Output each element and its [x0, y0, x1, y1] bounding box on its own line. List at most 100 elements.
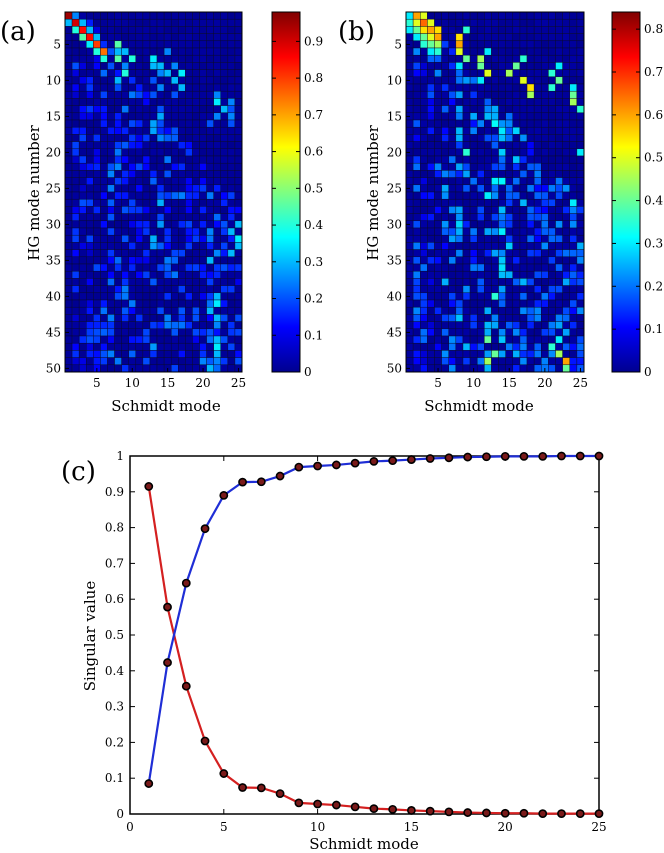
heatmap-cell [484, 170, 492, 178]
heatmap-cell [405, 342, 414, 351]
heatmap-cell [206, 90, 214, 99]
heatmap-cell [541, 40, 549, 49]
heatmap-cell [448, 292, 457, 301]
heatmap-cell [178, 198, 186, 207]
heatmap-cell [541, 299, 549, 308]
heatmap-cell [192, 328, 200, 337]
heatmap-cell [178, 62, 186, 70]
heatmap-cell [484, 206, 492, 214]
heatmap-cell [114, 184, 122, 193]
heatmap-cell [562, 47, 570, 56]
y-tick-label: 5 [53, 37, 61, 51]
heatmap-cell [448, 184, 457, 193]
heatmap-cell [412, 170, 421, 178]
heatmap-cell [192, 357, 200, 366]
heatmap-cell [107, 69, 115, 78]
heatmap-cell [462, 76, 471, 85]
heatmap-cell [476, 69, 485, 78]
heatmap-cell [78, 263, 87, 272]
heatmap-cell [128, 206, 137, 214]
heatmap-cell [448, 249, 457, 258]
heatmap-cell [541, 119, 549, 128]
heatmap-cell [107, 335, 115, 344]
heatmap-cell [71, 357, 80, 366]
heatmap-cell [541, 90, 549, 99]
heatmap-cell [156, 54, 165, 63]
heatmap-cell [227, 47, 236, 56]
heatmap-cell [213, 256, 221, 265]
heatmap-cell [170, 155, 179, 164]
heatmap-cell [498, 206, 506, 214]
heatmap-cell [227, 213, 236, 222]
heatmap-cell [505, 249, 514, 258]
heatmap-cell [213, 299, 221, 308]
heatmap-cell [128, 90, 137, 99]
heatmap-cell [498, 26, 506, 34]
heatmap-cell [498, 141, 506, 150]
heatmap-cell [114, 119, 122, 128]
heatmap-cell [170, 357, 179, 366]
heatmap-cell [121, 335, 129, 344]
heatmap-cell [149, 69, 158, 78]
heatmap-cell [227, 314, 236, 322]
heatmap-cell [93, 285, 101, 294]
heatmap-cell [455, 314, 464, 322]
heatmap-cell [569, 335, 578, 344]
heatmap-cell [512, 249, 521, 258]
heatmap-cell [206, 342, 214, 351]
heatmap-cell [441, 335, 449, 344]
heatmap-cell [213, 98, 221, 106]
heatmap-cell [441, 213, 449, 222]
heatmap-cell [526, 335, 535, 344]
heatmap-cell [206, 54, 214, 63]
heatmap-cell [107, 90, 115, 99]
heatmap-cell [498, 278, 506, 286]
heatmap-cell [128, 83, 137, 92]
heatmap-cell [149, 18, 158, 27]
heatmap-cell [234, 33, 243, 42]
heatmap-cell [420, 177, 428, 186]
heatmap-cell [213, 26, 221, 34]
heatmap-cell [441, 270, 449, 279]
heatmap-cell [107, 357, 115, 366]
heatmap-cell [541, 314, 549, 322]
heatmap-cell [548, 54, 556, 63]
heatmap-cell [498, 105, 506, 114]
heatmap-cell [562, 54, 570, 63]
heatmap-cell [163, 62, 172, 70]
heatmap-cell [128, 285, 137, 294]
heatmap-cell [484, 342, 492, 351]
heatmap-cell [498, 69, 506, 78]
heatmap-cell [234, 227, 243, 236]
heatmap-cell [213, 47, 221, 56]
heatmap-cell [142, 321, 151, 330]
heatmap-cell [469, 112, 478, 121]
heatmap-cell [142, 83, 151, 92]
heatmap-cell [562, 206, 570, 214]
heatmap-cell [576, 335, 585, 344]
heatmap-cell [533, 220, 542, 229]
heatmap-cell [107, 364, 115, 373]
heatmap-cell [170, 206, 179, 214]
heatmap-cell [114, 242, 122, 250]
heatmap-cell [462, 234, 471, 243]
heatmap-cell [213, 220, 221, 229]
y-tick-label: 0.5 [105, 628, 124, 642]
heatmap-cell [220, 206, 229, 214]
heatmap-cell [505, 198, 514, 207]
heatmap-cell [121, 328, 129, 337]
heatmap-cell [519, 40, 528, 49]
heatmap-cell [64, 242, 73, 250]
y-tick-label: 50 [46, 361, 61, 375]
heatmap-cell [420, 357, 428, 366]
heatmap-cell [170, 306, 179, 315]
heatmap-cell [78, 314, 87, 322]
heatmap-cell [491, 278, 499, 286]
heatmap-cell [100, 40, 108, 49]
heatmap-cell [455, 285, 464, 294]
heatmap-cell [505, 177, 514, 186]
heatmap-cell [93, 155, 101, 164]
heatmap-cell [234, 112, 243, 121]
heatmap-cell [206, 170, 214, 178]
heatmap-cell [562, 270, 570, 279]
